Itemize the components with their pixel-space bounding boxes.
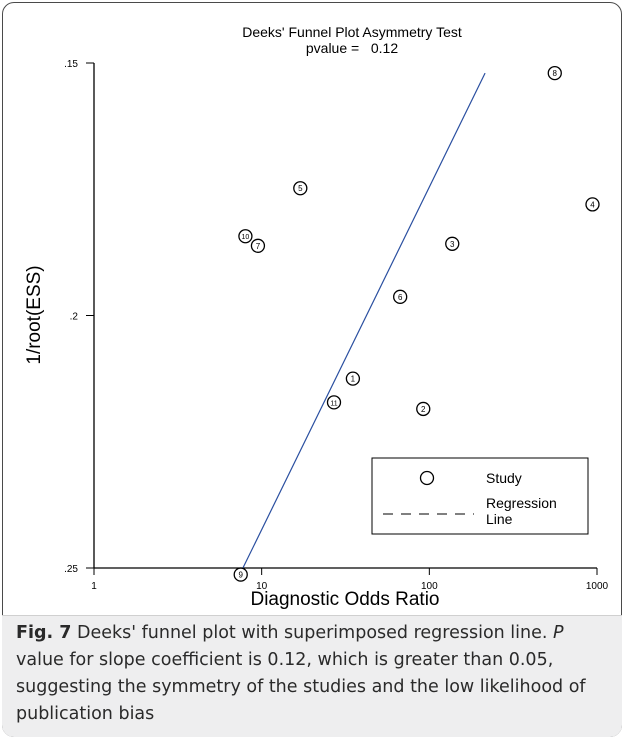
study-label: 1 bbox=[351, 375, 356, 384]
y-axis-label: 1/root(ESS) bbox=[24, 265, 45, 364]
caption-text-2: value for slope coefficient is 0.12, whi… bbox=[16, 650, 586, 724]
y-tick-label: .25 bbox=[64, 564, 78, 575]
study-marker bbox=[445, 236, 460, 251]
study-point-4: 4 bbox=[585, 197, 600, 212]
caption-text-1: Deeks' funnel plot with superimposed reg… bbox=[71, 623, 554, 643]
study-label: 9 bbox=[238, 571, 243, 580]
study-marker bbox=[345, 371, 361, 386]
chart-subtitle: pvalue = 0.12 bbox=[306, 40, 398, 56]
x-tick-label: 1000 bbox=[586, 581, 609, 592]
study-point-1: 1 bbox=[345, 371, 361, 386]
study-label: 4 bbox=[590, 200, 595, 209]
x-tick-label: 100 bbox=[421, 581, 438, 592]
x-axis-label: Diagnostic Odds Ratio bbox=[250, 589, 439, 610]
study-label: 5 bbox=[298, 184, 303, 193]
study-points: 1 2 3 4 5 6 7 8 9 10 11 bbox=[233, 65, 600, 582]
funnel-plot: Deeks' Funnel Plot Asymmetry Test pvalue… bbox=[24, 24, 609, 610]
x-ticks: 1 10 100 1000 bbox=[91, 568, 609, 592]
study-label: 8 bbox=[553, 69, 558, 78]
figure-caption: Fig. 7 Deeks' funnel plot with superimpo… bbox=[16, 620, 612, 728]
y-tick-label: .15 bbox=[64, 59, 78, 70]
legend-study-label: Study bbox=[486, 470, 522, 486]
x-tick-label: 1 bbox=[91, 581, 97, 592]
study-point-10: 10 bbox=[238, 229, 253, 244]
caption-label: Fig. 7 bbox=[16, 623, 72, 643]
study-point-3: 3 bbox=[445, 236, 460, 251]
study-point-8: 8 bbox=[547, 65, 562, 81]
y-ticks: .15 .2 .25 bbox=[64, 59, 94, 575]
study-point-9: 9 bbox=[233, 567, 248, 582]
study-marker bbox=[238, 229, 253, 244]
legend: Study Regression Line bbox=[371, 457, 589, 535]
study-marker bbox=[293, 181, 308, 196]
study-point-11: 11 bbox=[326, 395, 342, 410]
study-point-2: 2 bbox=[416, 401, 431, 417]
study-label: 6 bbox=[398, 293, 403, 302]
caption-italic: P bbox=[553, 623, 564, 643]
figure-frame bbox=[2, 2, 622, 737]
study-point-5: 5 bbox=[293, 181, 308, 196]
study-point-7: 7 bbox=[250, 238, 266, 253]
study-marker bbox=[250, 238, 266, 253]
study-marker bbox=[233, 567, 248, 582]
chart-title: Deeks' Funnel Plot Asymmetry Test bbox=[242, 24, 462, 40]
study-marker bbox=[585, 197, 600, 212]
study-marker bbox=[547, 65, 562, 81]
legend-regression-label: Regression Line bbox=[486, 495, 561, 527]
legend-study-marker bbox=[419, 470, 435, 486]
study-label: 10 bbox=[242, 234, 250, 241]
regression-line bbox=[241, 72, 486, 571]
study-marker bbox=[393, 289, 408, 304]
study-marker bbox=[326, 395, 342, 410]
study-marker bbox=[416, 401, 431, 417]
y-tick-label: .2 bbox=[70, 312, 79, 323]
study-label: 11 bbox=[330, 400, 337, 407]
x-tick-label: 10 bbox=[256, 581, 268, 592]
study-point-6: 6 bbox=[393, 289, 408, 304]
caption-box bbox=[2, 615, 622, 737]
study-label: 2 bbox=[421, 405, 426, 414]
legend-box bbox=[371, 457, 589, 535]
study-label: 7 bbox=[256, 242, 261, 251]
study-label: 3 bbox=[450, 240, 455, 249]
